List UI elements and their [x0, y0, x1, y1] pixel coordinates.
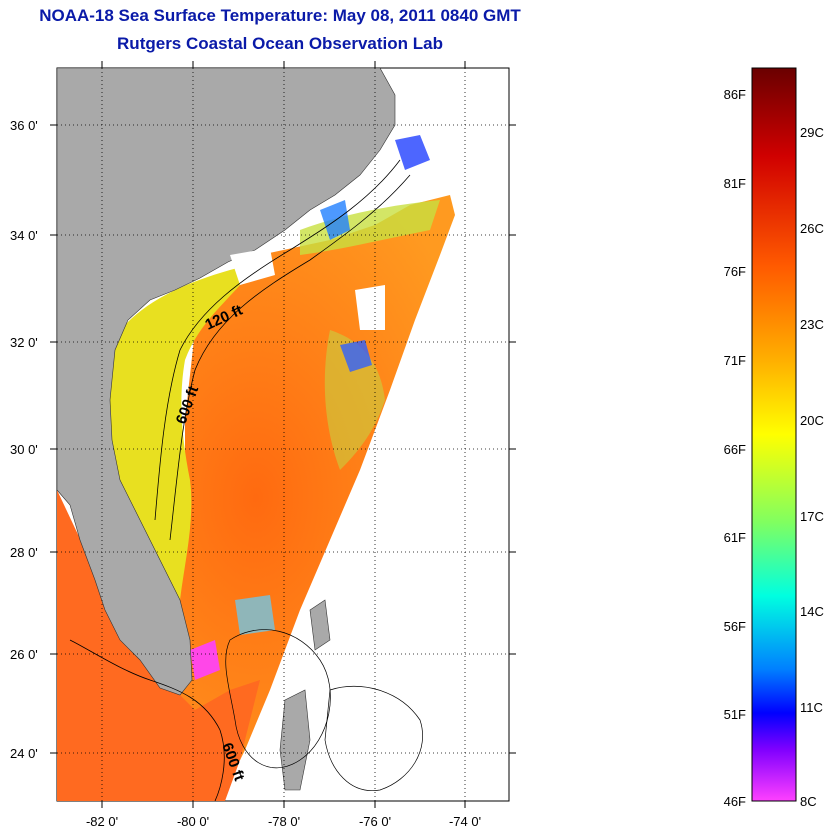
- map-subtitle: Rutgers Coastal Ocean Observation Lab: [117, 34, 443, 53]
- map-title: NOAA-18 Sea Surface Temperature: May 08,…: [39, 6, 521, 25]
- sst-cloud-speckle-1: [320, 200, 350, 240]
- lat-label-28: 28 0': [10, 545, 38, 560]
- land-bahamas-abaco: [309, 599, 331, 651]
- colorbar-f-51: 51F: [724, 707, 746, 722]
- sst-cloud-speckle-2: [340, 340, 372, 372]
- lon-label-76: -76 0': [359, 814, 391, 829]
- lon-label-82: -82 0': [86, 814, 118, 829]
- colorbar-c-11: 11C: [800, 700, 823, 715]
- lat-label-26: 26 0': [10, 647, 38, 662]
- sst-cloud-speckle-5: [235, 595, 275, 635]
- isobath-120ft: [154, 159, 401, 521]
- land-us-east-coast: [57, 68, 396, 696]
- colorbar-c-29: 29C: [800, 125, 824, 140]
- sst-cool-patch-north: [300, 200, 440, 255]
- colorbar-c-20: 20C: [800, 413, 824, 428]
- isobath-600ft: [169, 174, 411, 541]
- sst-cloud-speckle-3: [190, 640, 220, 680]
- colorbar-f-61: 61F: [724, 530, 746, 545]
- colorbar-c-17: 17C: [800, 509, 824, 524]
- colorbar-f-71: 71F: [724, 353, 746, 368]
- sst-cloud-speckle-4: [395, 135, 430, 170]
- lat-label-34: 34 0': [10, 228, 38, 243]
- sst-gulf-warm: [57, 490, 260, 801]
- colorbar-f-81: 81F: [724, 176, 746, 191]
- colorbar-f-76: 76F: [724, 264, 746, 279]
- map-content: [57, 68, 509, 801]
- colorbar-c-8: 8C: [800, 794, 817, 809]
- lat-label-32: 32 0': [10, 335, 38, 350]
- cloud-cape-hatteras: [230, 248, 275, 285]
- colorbar-c-26: 26C: [800, 221, 824, 236]
- map-frame-ticks: [50, 61, 516, 808]
- isobath-bahamas-2: [324, 685, 423, 791]
- colorbar-c-23: 23C: [800, 317, 824, 332]
- lon-label-74: -74 0': [449, 814, 481, 829]
- lat-label-36: 36 0': [10, 118, 38, 133]
- isobath-bahamas: [225, 629, 331, 769]
- lat-label-30: 30 0': [10, 442, 38, 457]
- cloud-east: [355, 285, 385, 330]
- colorbar-f-46: 46F: [724, 794, 746, 809]
- colorbar-f-66: 66F: [724, 442, 746, 457]
- lat-label-24: 24 0': [10, 746, 38, 761]
- land-bahamas-andros: [279, 689, 311, 791]
- isobath-keys: [69, 639, 225, 801]
- lon-label-78: -78 0': [268, 814, 300, 829]
- lon-label-80: -80 0': [177, 814, 209, 829]
- colorbar-f-86: 86F: [724, 87, 746, 102]
- colorbar-f-56: 56F: [724, 619, 746, 634]
- colorbar: [751, 67, 797, 802]
- map-gridlines: [57, 68, 509, 801]
- colorbar-c-14: 14C: [800, 604, 824, 619]
